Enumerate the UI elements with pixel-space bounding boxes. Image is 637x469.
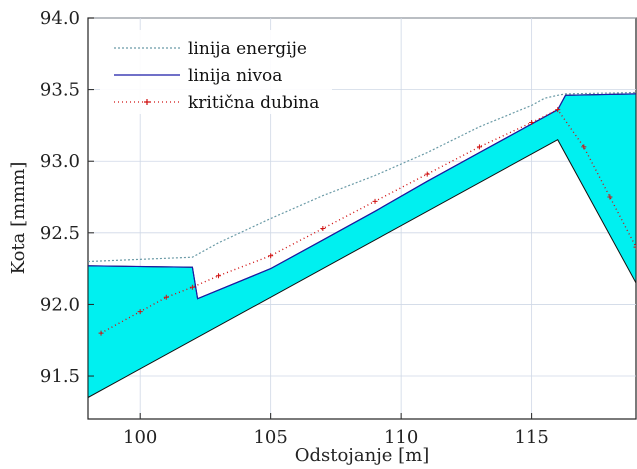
critical-depth-point bbox=[98, 330, 104, 336]
legend-label-level: linija nivoa bbox=[188, 66, 282, 86]
water-level-series bbox=[88, 93, 636, 300]
critical-depth-point bbox=[555, 107, 561, 113]
critical-depth-point bbox=[189, 284, 195, 290]
critical-depth-point bbox=[163, 294, 169, 300]
legend-label-critical: kritična dubina bbox=[188, 93, 319, 113]
legend-swatch-critical bbox=[114, 99, 180, 105]
y-tick-label: 91.5 bbox=[40, 366, 80, 387]
y-tick-label: 93.5 bbox=[40, 80, 80, 101]
y-tick-label: 92.0 bbox=[40, 294, 80, 315]
y-tick-label: 93.0 bbox=[40, 151, 80, 172]
legend-label-energy: linija energije bbox=[188, 39, 307, 59]
x-tick-label: 105 bbox=[253, 427, 287, 448]
axis-ticks: 100 105 110 115 91.5 92.0 92.5 93.0 93.5 94.0 bbox=[40, 8, 549, 448]
x-tick-label: 110 bbox=[384, 427, 418, 448]
critical-depth-point bbox=[372, 198, 378, 204]
critical-depth-point bbox=[581, 144, 587, 150]
legend-box bbox=[100, 30, 332, 114]
critical-depth-point bbox=[424, 171, 430, 177]
critical-depth-point bbox=[268, 253, 274, 259]
critical-depth-point bbox=[215, 273, 221, 279]
critical-depth-point bbox=[476, 144, 482, 150]
critical-depth-point bbox=[320, 226, 326, 232]
legend: linija energije linija nivoa kritična du… bbox=[100, 30, 332, 114]
x-tick-label: 115 bbox=[514, 427, 548, 448]
x-axis-title: Odstojanje [m] bbox=[295, 445, 430, 466]
critical-depth-series bbox=[98, 107, 636, 336]
x-tick-label: 100 bbox=[123, 427, 157, 448]
critical-depth-point bbox=[529, 120, 535, 126]
y-tick-label: 92.5 bbox=[40, 223, 80, 244]
y-axis-title: Kota [mmm] bbox=[8, 162, 29, 275]
critical-depth-point bbox=[137, 309, 143, 315]
energy-line-series bbox=[88, 91, 636, 263]
critical-depth-point bbox=[633, 244, 636, 250]
critical-depth-point bbox=[607, 194, 613, 200]
y-tick-label: 94.0 bbox=[40, 8, 80, 29]
